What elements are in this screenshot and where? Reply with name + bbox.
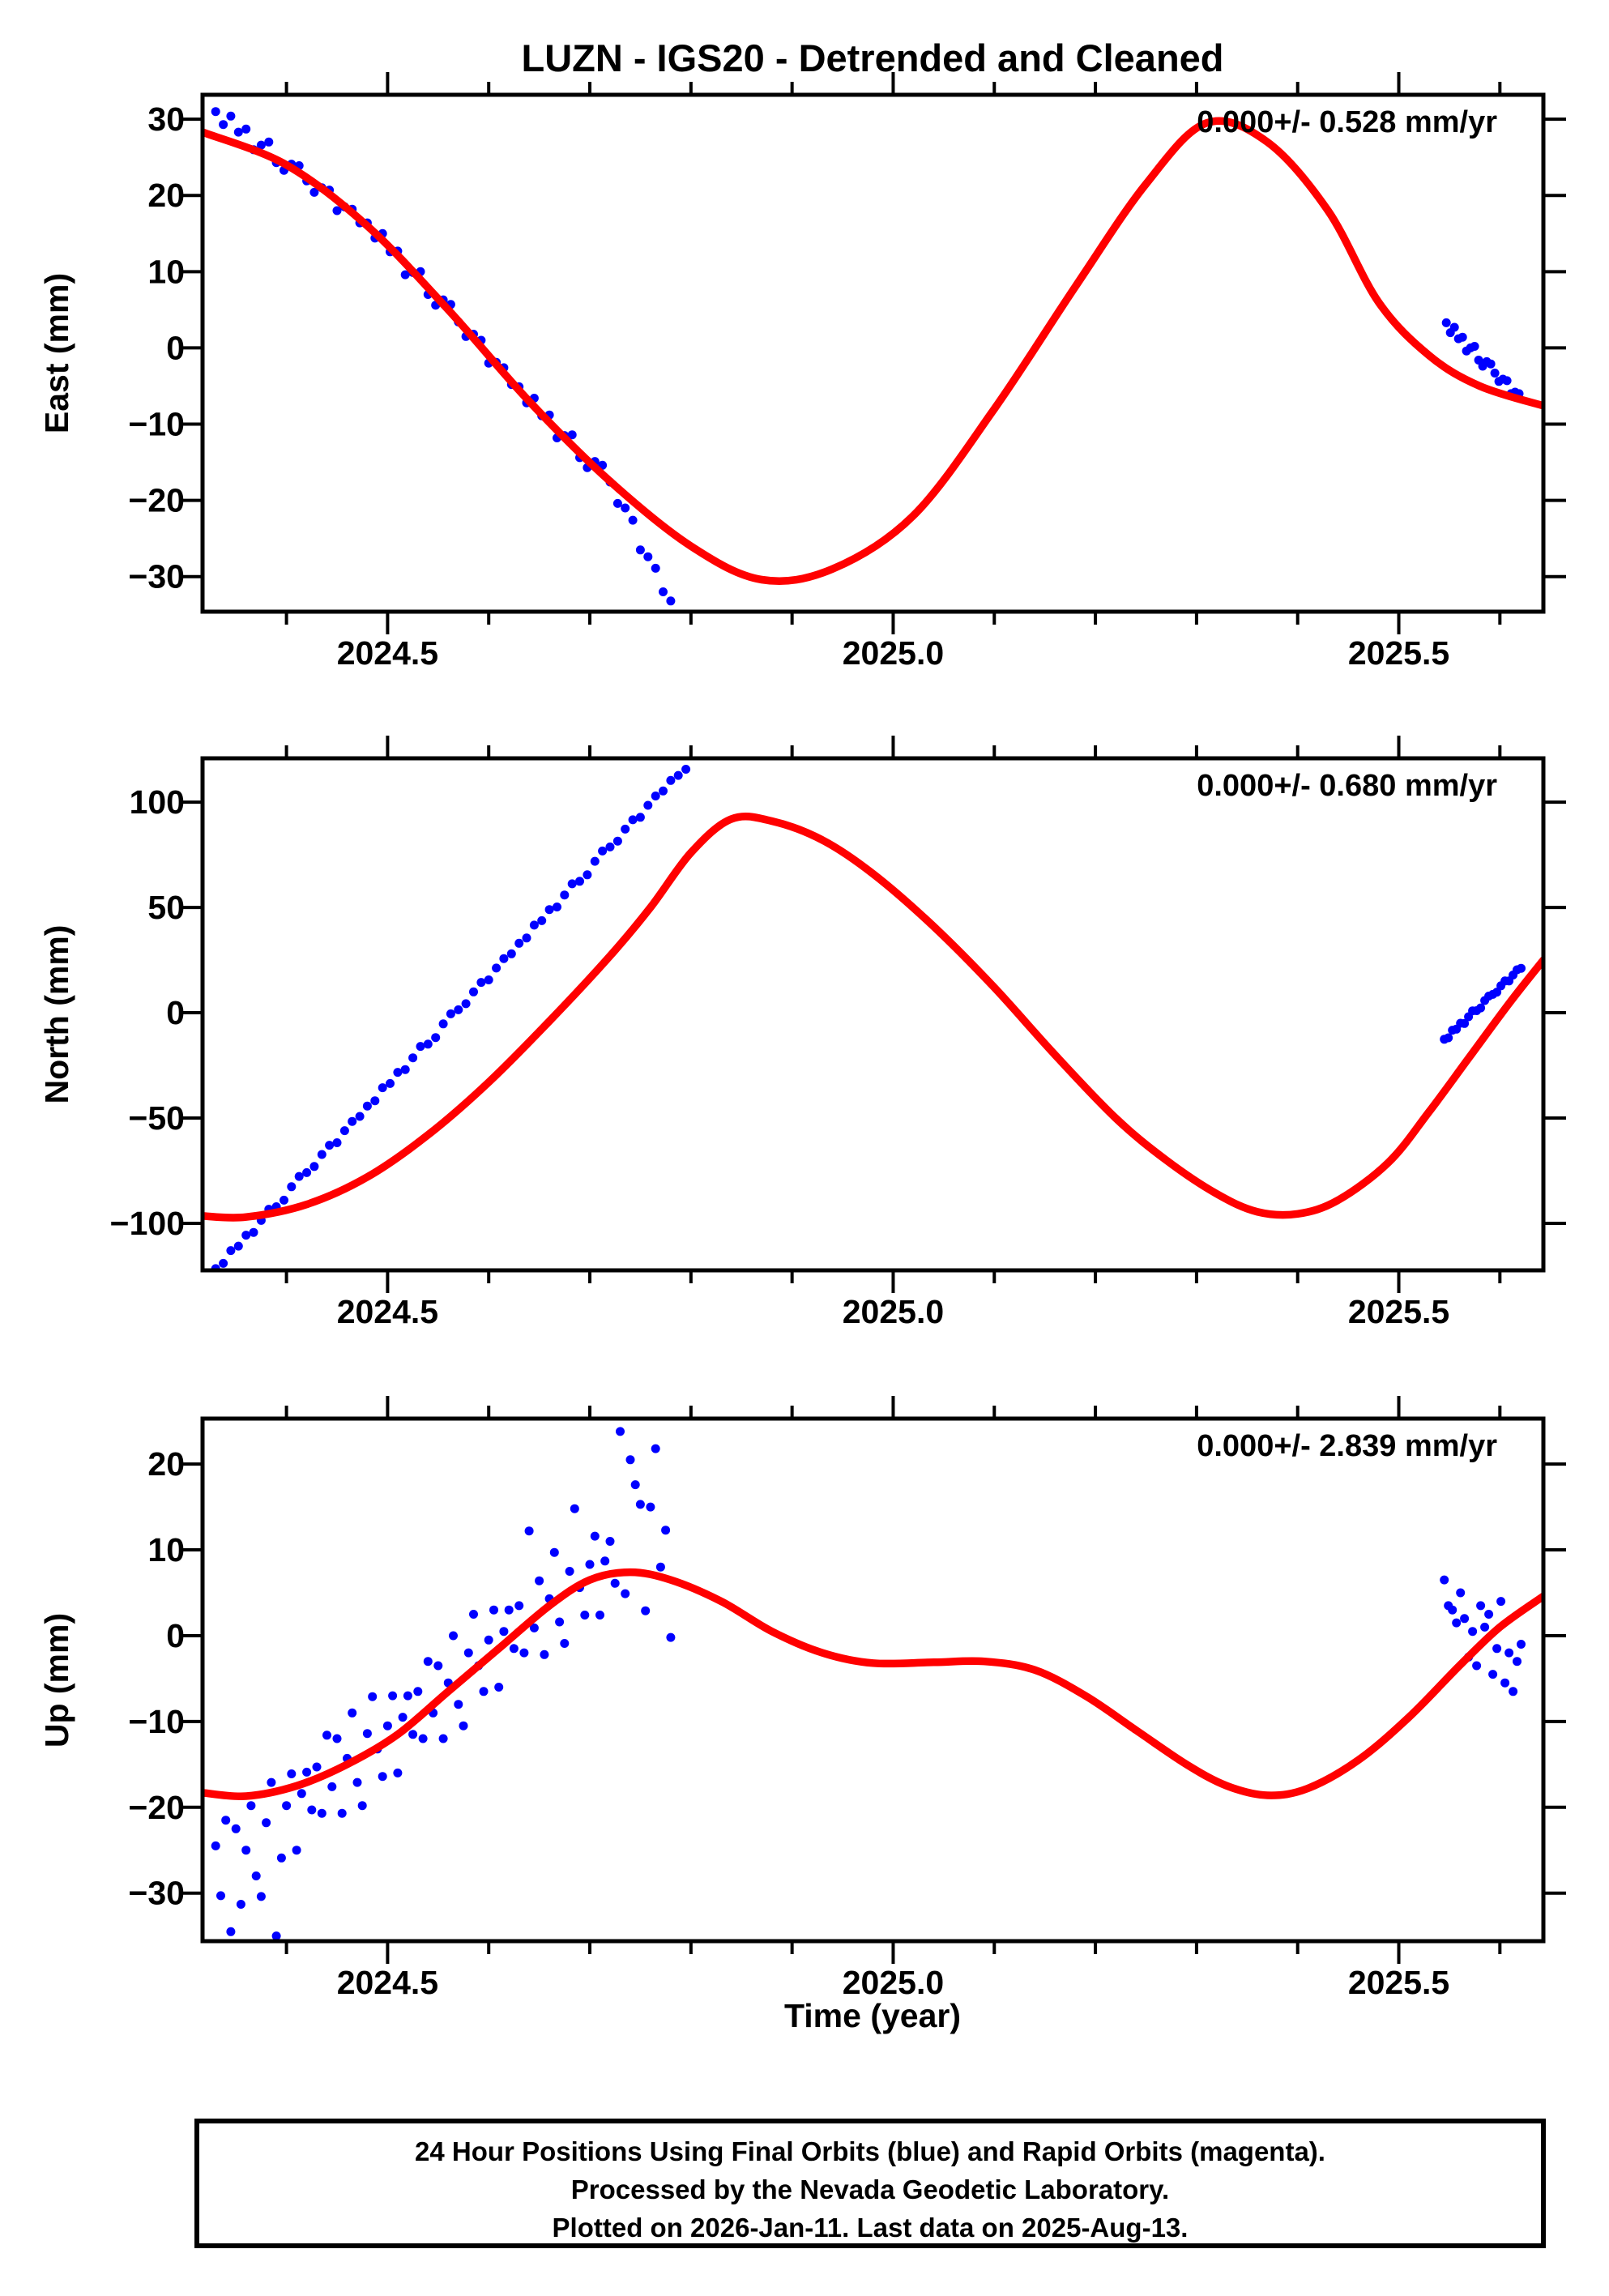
- east-y-tick-labels: −30 −20 −10 0 10 20 30: [128, 100, 185, 595]
- east-axis-ticks: [180, 72, 1566, 634]
- north-x-tick-labels: 2024.5 2025.0 2025.5: [337, 1293, 1450, 1330]
- north-panel: 2024.5 2025.0 2025.5 −100 −50 0 50 100 0.000+/…: [38, 736, 1566, 1330]
- svg-text:−10: −10: [128, 406, 185, 443]
- up-axis-label: Up (mm): [38, 1613, 75, 1748]
- svg-text:2025.5: 2025.5: [1348, 634, 1449, 672]
- svg-text:−30: −30: [128, 558, 185, 595]
- svg-text:−30: −30: [128, 1875, 185, 1912]
- north-axis-label: North (mm): [38, 925, 75, 1104]
- svg-text:2025.0: 2025.0: [843, 1293, 944, 1330]
- footer-line-3: Plotted on 2026-Jan-11. Last data on 202…: [553, 2213, 1189, 2243]
- svg-text:2024.5: 2024.5: [337, 1293, 438, 1330]
- east-model-curve: [203, 117, 1543, 585]
- footer-line-2: Processed by the Nevada Geodetic Laborat…: [571, 2174, 1169, 2204]
- up-model-curve: [203, 1568, 1543, 1800]
- footer-box: [194, 2119, 1546, 2248]
- svg-text:2025.0: 2025.0: [843, 634, 944, 672]
- svg-text:2024.5: 2024.5: [337, 634, 438, 672]
- footer-note: 24 Hour Positions Using Final Orbits (bl…: [194, 2119, 1546, 2248]
- svg-text:2024.5: 2024.5: [337, 1964, 438, 2001]
- svg-text:2025.0: 2025.0: [843, 1964, 944, 2001]
- svg-text:20: 20: [147, 177, 185, 214]
- north-frame: [200, 756, 1546, 1273]
- svg-text:−10: −10: [128, 1703, 185, 1740]
- svg-text:10: 10: [147, 253, 185, 290]
- east-x-tick-labels: 2024.5 2025.0 2025.5: [337, 634, 1450, 672]
- east-frame: [200, 92, 1546, 614]
- svg-text:20: 20: [147, 1445, 185, 1483]
- up-panel: 2024.5 2025.0 2025.5 −30 −20 −10 0 10 20 0.000+…: [38, 1396, 1566, 2001]
- svg-text:2025.5: 2025.5: [1348, 1293, 1449, 1330]
- svg-text:2025.5: 2025.5: [1348, 1964, 1449, 2001]
- east-rate-annotation: 0.000+/- 0.528 mm/yr: [1197, 105, 1497, 139]
- up-axis-ticks: [180, 1396, 1566, 1964]
- figure-title: LUZN - IGS20 - Detrended and Cleaned: [521, 36, 1223, 79]
- north-rate-annotation: 0.000+/- 0.680 mm/yr: [1197, 769, 1497, 803]
- north-final-orbit-points: [211, 765, 1526, 1270]
- x-axis-label: Time (year): [784, 1997, 961, 2034]
- svg-text:−100: −100: [110, 1205, 185, 1242]
- svg-text:−20: −20: [128, 482, 185, 519]
- up-x-tick-labels: 2024.5 2025.0 2025.5: [337, 1964, 1450, 2001]
- footer-line-1: 24 Hour Positions Using Final Orbits (bl…: [415, 2136, 1325, 2166]
- east-final-orbit-points: [211, 107, 1524, 606]
- east-axis-label: East (mm): [38, 273, 75, 433]
- up-final-orbit-points: [211, 1427, 1526, 1941]
- up-y-tick-labels: −30 −20 −10 0 10 20: [128, 1445, 185, 1912]
- svg-text:−20: −20: [128, 1789, 185, 1826]
- north-model-curve: [203, 812, 1543, 1222]
- svg-text:100: 100: [130, 783, 185, 821]
- north-axis-ticks: [180, 736, 1566, 1293]
- svg-text:10: 10: [147, 1531, 185, 1568]
- up-frame: [200, 1416, 1546, 1944]
- svg-text:30: 30: [147, 100, 185, 138]
- svg-text:50: 50: [147, 889, 185, 926]
- svg-text:0: 0: [166, 994, 185, 1031]
- up-rate-annotation: 0.000+/- 2.839 mm/yr: [1197, 1429, 1497, 1463]
- east-panel: 2024.5 2025.0 2025.5 −30 −20 −10 0 10 20 30 0.00…: [38, 72, 1566, 672]
- svg-text:−50: −50: [128, 1099, 185, 1137]
- svg-text:0: 0: [166, 329, 185, 366]
- north-y-tick-labels: −100 −50 0 50 100: [110, 783, 185, 1242]
- svg-text:0: 0: [166, 1617, 185, 1654]
